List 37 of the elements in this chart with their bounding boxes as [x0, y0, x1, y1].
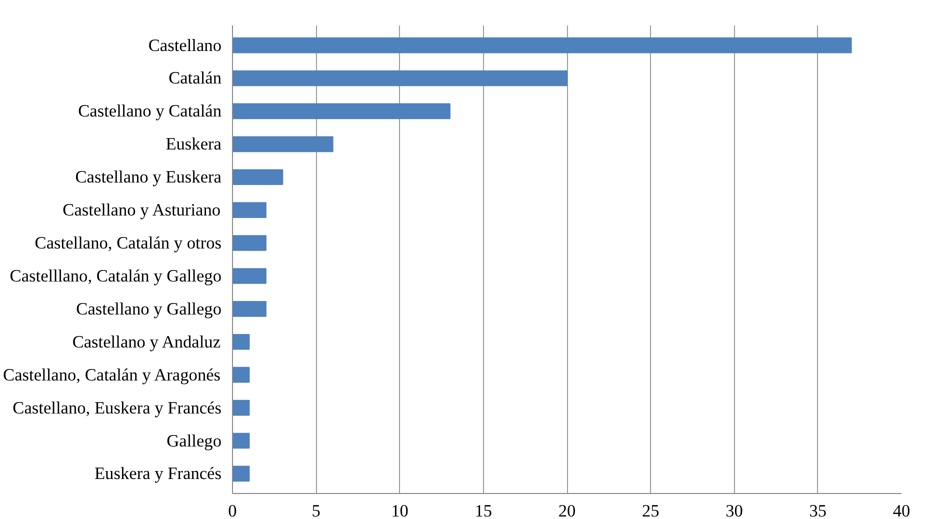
y-tick-label: Castellano, Euskera y Francés [12, 398, 222, 418]
y-tick-label: Catalán [168, 68, 222, 88]
y-tick-label: Castellano y Catalán [78, 102, 222, 121]
bar [232, 366, 250, 383]
bar [232, 103, 450, 120]
bar [232, 268, 266, 284]
bar [232, 169, 284, 186]
bar [232, 37, 852, 54]
x-tick-label: 15 [474, 502, 492, 519]
bar [232, 400, 250, 416]
y-tick-label: Euskera y Francés [94, 464, 222, 484]
y-tick-label: Castellano y Euskera [75, 168, 222, 187]
y-tick-label: Castellano [148, 36, 222, 55]
bar [232, 466, 250, 482]
bar [232, 334, 250, 350]
y-tick-label: Castellano, Catalán y Aragonés [3, 365, 221, 384]
bar [232, 136, 334, 152]
y-tick-label: Castelllano, Catalán y Gallego [10, 266, 222, 286]
x-tick-label: 35 [809, 502, 827, 519]
x-tick-label: 10 [391, 502, 408, 519]
y-tick-label: Castellano, Catalán y otros [34, 234, 222, 253]
x-tick-label: 40 [892, 502, 910, 519]
y-tick-label: Castellano y Andaluz [72, 332, 221, 352]
x-tick-label: 5 [312, 502, 320, 519]
y-tick-label: Castellano y Asturiano [62, 200, 221, 220]
bar [232, 235, 266, 251]
bar [232, 70, 568, 86]
y-tick-label: Castellano y Gallego [76, 299, 222, 318]
y-tick-label: Gallego [166, 431, 222, 450]
x-tick-label: 0 [228, 502, 237, 519]
x-tick-label: 30 [726, 502, 743, 519]
bar [232, 432, 250, 449]
y-tick-label: Euskera [166, 134, 222, 154]
bar [232, 202, 266, 218]
x-tick-label: 20 [558, 502, 576, 519]
x-tick-label: 25 [642, 502, 660, 519]
bar [232, 301, 266, 317]
